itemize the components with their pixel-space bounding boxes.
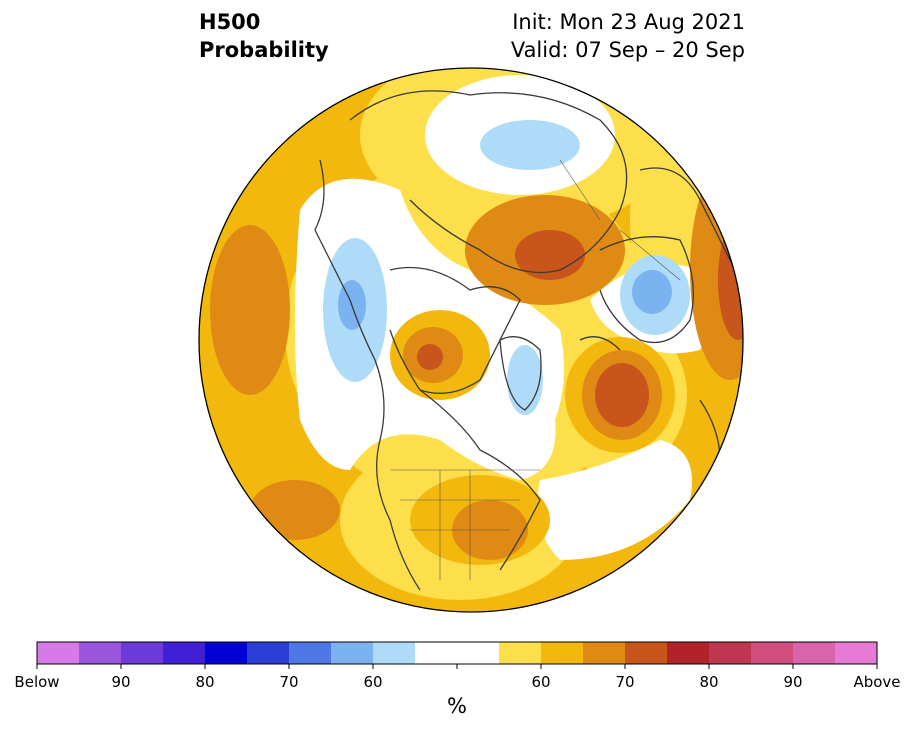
colorbar-cell — [835, 642, 878, 664]
colorbar-tick-label: 60 — [363, 673, 383, 691]
colorbar-cell — [709, 642, 752, 664]
colorbar-cells — [37, 642, 878, 664]
colorbar-tick-label: 90 — [783, 673, 803, 691]
map-title-right: Init: Mon 23 Aug 2021 Valid: 07 Sep – 20… — [511, 8, 745, 64]
colorbar-tick-label: 80 — [699, 673, 719, 691]
colorbar-cell — [373, 642, 416, 664]
colorbar-cell — [289, 642, 332, 664]
colorbar-cell — [499, 642, 542, 664]
colorbar-cell — [121, 642, 164, 664]
colorbar-cell — [793, 642, 836, 664]
colorbar-tick-label: 80 — [195, 673, 215, 691]
colorbar-tick-label: 70 — [279, 673, 299, 691]
colorbar-cell — [751, 642, 794, 664]
colorbar-cell — [625, 642, 668, 664]
colorbar-tick-label: 90 — [111, 673, 131, 691]
map-title-left: H500 Probability — [199, 8, 329, 64]
colorbar-cell — [205, 642, 248, 664]
colorbar-ticks — [36, 664, 878, 669]
valid-period: Valid: 07 Sep – 20 Sep — [510, 38, 745, 62]
init-date: Init: Mon 23 Aug 2021 — [512, 10, 745, 34]
colorbar-cell — [583, 642, 626, 664]
title-variable: H500 — [199, 10, 261, 34]
title-product: Probability — [199, 38, 329, 62]
colorbar-cell — [79, 642, 122, 664]
colorbar-cell — [667, 642, 710, 664]
colorbar-unit: % — [447, 694, 467, 718]
colorbar-cell — [457, 642, 500, 664]
colorbar-cell — [415, 642, 458, 664]
colorbar-cell — [331, 642, 374, 664]
borders — [390, 159, 681, 580]
colorbar-cell — [37, 642, 80, 664]
colorbar-tick-label: Above — [853, 673, 901, 691]
colorbar-cell — [541, 642, 584, 664]
colorbar-cell — [163, 642, 206, 664]
colorbar-cell — [247, 642, 290, 664]
colorbar-tick-label: 70 — [615, 673, 635, 691]
probability-field — [199, 68, 743, 612]
map-boundary — [198, 67, 744, 613]
colorbar-tick-label: 60 — [531, 673, 551, 691]
colorbar-tick-label: Below — [14, 673, 60, 691]
